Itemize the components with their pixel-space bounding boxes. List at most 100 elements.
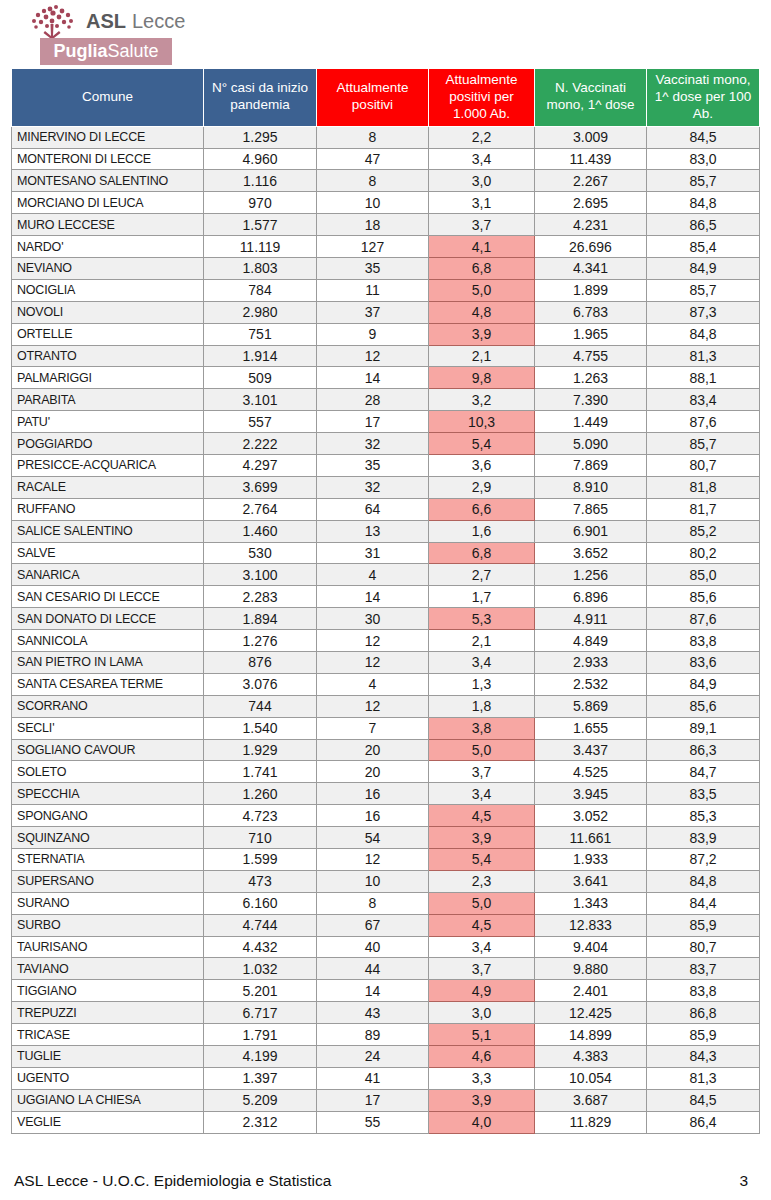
positivi-cell: 12 xyxy=(317,345,429,367)
positivi-cell: 17 xyxy=(317,1089,429,1111)
positivi-1000-cell: 3,1 xyxy=(429,192,535,214)
vaccinati-100-cell: 87,3 xyxy=(647,301,760,323)
positivi-cell: 44 xyxy=(317,958,429,980)
positivi-1000-cell: 3,9 xyxy=(429,827,535,849)
positivi-1000-cell: 6,6 xyxy=(429,498,535,520)
positivi-1000-cell: 1,3 xyxy=(429,673,535,695)
page-number: 3 xyxy=(739,1172,748,1190)
casi-cell: 5.209 xyxy=(204,1089,317,1111)
vaccinati-100-cell: 81,8 xyxy=(647,476,760,498)
casi-cell: 5.201 xyxy=(204,980,317,1002)
comune-cell: SALICE SALENTINO xyxy=(12,520,204,542)
positivi-1000-cell: 10,3 xyxy=(429,411,535,433)
casi-cell: 557 xyxy=(204,411,317,433)
comune-cell: PATU' xyxy=(12,411,204,433)
comune-cell: SANARICA xyxy=(12,564,204,586)
vaccinati-100-cell: 87,6 xyxy=(647,608,760,630)
table-row: SECLI' 1.540 7 3,8 1.655 89,1 xyxy=(12,717,760,739)
positivi-1000-cell: 4,9 xyxy=(429,980,535,1002)
table-row: SANNICOLA 1.276 12 2,1 4.849 83,8 xyxy=(12,630,760,652)
positivi-1000-cell: 3,2 xyxy=(429,389,535,411)
salute-label: Salute xyxy=(107,41,158,61)
vaccinati-100-cell: 86,4 xyxy=(647,1111,760,1133)
report-page: ASLLecce PugliaSalute Comune N° casi da … xyxy=(0,0,771,1200)
table-row: TRICASE 1.791 89 5,1 14.899 85,9 xyxy=(12,1024,760,1046)
vaccinati-100-cell: 81,3 xyxy=(647,1067,760,1089)
casi-cell: 6.717 xyxy=(204,1002,317,1024)
casi-cell: 3.100 xyxy=(204,564,317,586)
positivi-cell: 35 xyxy=(317,257,429,279)
comune-cell: SOLETO xyxy=(12,761,204,783)
casi-cell: 710 xyxy=(204,827,317,849)
vaccinati-cell: 3.437 xyxy=(535,739,647,761)
positivi-cell: 14 xyxy=(317,367,429,389)
comune-cell: TAVIANO xyxy=(12,958,204,980)
comune-cell: NOCIGLIA xyxy=(12,279,204,301)
positivi-cell: 17 xyxy=(317,411,429,433)
vaccinati-100-cell: 88,1 xyxy=(647,367,760,389)
casi-cell: 1.894 xyxy=(204,608,317,630)
vaccinati-100-cell: 83,0 xyxy=(647,148,760,170)
comune-cell: TRICASE xyxy=(12,1024,204,1046)
comune-cell: SAN CESARIO DI LECCE xyxy=(12,586,204,608)
positivi-cell: 8 xyxy=(317,892,429,914)
vaccinati-cell: 9.404 xyxy=(535,936,647,958)
casi-cell: 4.297 xyxy=(204,454,317,476)
comune-cell: OTRANTO xyxy=(12,345,204,367)
table-row: PATU' 557 17 10,3 1.449 87,6 xyxy=(12,411,760,433)
positivi-1000-cell: 5,4 xyxy=(429,433,535,455)
table-row: MINERVINO DI LECCE 1.295 8 2,2 3.009 84,… xyxy=(12,126,760,148)
table-row: SAN DONATO DI LECCE 1.894 30 5,3 4.911 8… xyxy=(12,608,760,630)
vaccinati-100-cell: 85,9 xyxy=(647,1024,760,1046)
positivi-1000-cell: 3,4 xyxy=(429,936,535,958)
comune-cell: STERNATIA xyxy=(12,849,204,871)
comune-cell: SURBO xyxy=(12,914,204,936)
positivi-1000-cell: 4,1 xyxy=(429,236,535,258)
table-row: MORCIANO DI LEUCA 970 10 3,1 2.695 84,8 xyxy=(12,192,760,214)
covid-comuni-table: Comune N° casi da inizio pandemia Attual… xyxy=(11,68,760,1134)
casi-cell: 4.744 xyxy=(204,914,317,936)
vaccinati-cell: 3.641 xyxy=(535,870,647,892)
positivi-cell: 9 xyxy=(317,323,429,345)
positivi-cell: 89 xyxy=(317,1024,429,1046)
positivi-1000-cell: 2,7 xyxy=(429,564,535,586)
positivi-1000-cell: 5,0 xyxy=(429,892,535,914)
vaccinati-cell: 7.865 xyxy=(535,498,647,520)
vaccinati-100-cell: 85,6 xyxy=(647,695,760,717)
casi-cell: 1.540 xyxy=(204,717,317,739)
comune-cell: PARABITA xyxy=(12,389,204,411)
vaccinati-100-cell: 84,9 xyxy=(647,257,760,279)
table-row: SURBO 4.744 67 4,5 12.833 85,9 xyxy=(12,914,760,936)
asl-lecce-title: ASLLecce xyxy=(86,10,185,33)
casi-cell: 970 xyxy=(204,192,317,214)
table-row: UGGIANO LA CHIESA 5.209 17 3,9 3.687 84,… xyxy=(12,1089,760,1111)
vaccinati-100-cell: 81,7 xyxy=(647,498,760,520)
casi-cell: 2.222 xyxy=(204,433,317,455)
table-row: SAN PIETRO IN LAMA 876 12 3,4 2.933 83,6 xyxy=(12,652,760,674)
puglia-label: Puglia xyxy=(53,41,107,61)
vaccinati-100-cell: 80,7 xyxy=(647,936,760,958)
comune-cell: NEVIANO xyxy=(12,257,204,279)
casi-cell: 473 xyxy=(204,870,317,892)
table-row: SALICE SALENTINO 1.460 13 1,6 6.901 85,2 xyxy=(12,520,760,542)
positivi-cell: 32 xyxy=(317,476,429,498)
vaccinati-cell: 2.267 xyxy=(535,170,647,192)
positivi-cell: 47 xyxy=(317,148,429,170)
positivi-cell: 24 xyxy=(317,1046,429,1068)
table-row: SALVE 530 31 6,8 3.652 80,2 xyxy=(12,542,760,564)
comune-cell: SPONGANO xyxy=(12,805,204,827)
table-row: PARABITA 3.101 28 3,2 7.390 83,4 xyxy=(12,389,760,411)
comune-cell: ORTELLE xyxy=(12,323,204,345)
table-row: TAURISANO 4.432 40 3,4 9.404 80,7 xyxy=(12,936,760,958)
vaccinati-100-cell: 84,4 xyxy=(647,892,760,914)
table-row: NEVIANO 1.803 35 6,8 4.341 84,9 xyxy=(12,257,760,279)
positivi-1000-cell: 3,3 xyxy=(429,1067,535,1089)
positivi-1000-cell: 3,4 xyxy=(429,652,535,674)
positivi-cell: 12 xyxy=(317,630,429,652)
positivi-1000-cell: 3,9 xyxy=(429,1089,535,1111)
positivi-1000-cell: 5,0 xyxy=(429,739,535,761)
vaccinati-cell: 1.933 xyxy=(535,849,647,871)
casi-cell: 2.764 xyxy=(204,498,317,520)
positivi-cell: 37 xyxy=(317,301,429,323)
comune-cell: PRESICCE-ACQUARICA xyxy=(12,454,204,476)
